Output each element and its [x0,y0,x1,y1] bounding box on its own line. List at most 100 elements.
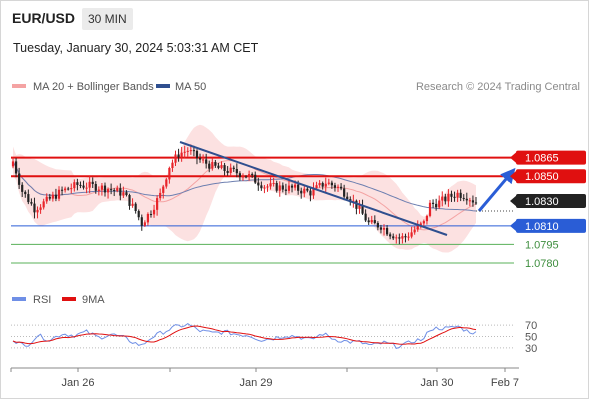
candle-body [73,182,76,189]
candle-body [131,203,134,206]
level-tag-1-0865 [516,150,586,165]
candle-body [146,214,150,223]
candle-body [392,236,395,239]
candle-body [54,194,58,199]
candle-body [79,184,82,186]
candle-body [76,182,79,185]
candle-body [324,183,327,187]
candle-body [24,191,27,195]
candle-body [177,154,180,158]
rsi-legend-label: RSI [33,294,51,306]
current-price-label: 1.0830 [525,196,559,208]
candle-body [471,200,475,203]
candle-body [468,200,471,202]
candle-body [51,194,54,199]
candle-body [303,188,306,194]
candle-body [272,183,275,185]
candle-body [309,190,312,196]
level-label-1-0850: 1.0850 [525,171,559,183]
x-tick-label: Jan 30 [420,377,453,389]
main-legend: MA 20 + Bollinger Bands MA 50 Research ©… [12,81,580,93]
candle-body [401,236,404,239]
candle-body [343,188,346,197]
candle-body [11,161,15,167]
price-levels [11,156,514,264]
candle-body [48,196,51,199]
candle-body [297,184,300,191]
candle-body [346,196,349,200]
candle-body [447,193,450,202]
candle-body [113,189,116,191]
level-tag-1-0850 [516,169,586,184]
candle-body [42,201,45,208]
candle-body [263,187,266,189]
candle-body [444,196,447,202]
x-tick-label: Jan 29 [239,377,272,389]
candle-body [125,192,128,196]
candle-body [416,225,419,230]
bollinger-bands [13,124,476,253]
level-label-1-0795: 1.0795 [525,239,559,251]
candle-body [300,190,303,194]
candle-body [91,181,94,184]
candle-body [189,150,192,152]
candle-body [103,185,107,193]
candle-body [57,189,61,199]
candle-body [257,182,260,186]
candle-body [244,176,248,178]
rsi-ma-legend-swatch [62,297,76,301]
candle-body [122,192,125,196]
candle-body [260,185,263,189]
candle-body [355,200,358,209]
candle-body [36,209,39,213]
rsi-scale-label-30: 30 [525,343,537,355]
candle-body [238,173,242,178]
candle-body [220,165,223,168]
candle-body [395,237,398,239]
candle-body [82,185,85,188]
candle-body [70,188,73,190]
level-tag-pointer [510,219,517,232]
candle-body [321,183,324,187]
candle-body [208,163,211,169]
candle-body [330,182,333,186]
candle-body [205,159,208,164]
candle-body [64,188,67,191]
candle-body [165,179,168,187]
candle-body [315,185,318,189]
candle-body [465,198,468,201]
candle-body [235,169,238,174]
candle-body [223,165,226,171]
candle-body [413,229,416,233]
candle-body [425,215,429,222]
x-tick-label: Feb 7 [491,377,519,389]
candle-body [358,205,361,209]
candle-body [333,185,337,188]
candle-body [438,200,441,208]
rsi-legend: RSI 9MA [12,294,105,306]
level-label-1-0865: 1.0865 [525,153,559,165]
ma50-legend-label: MA 50 [175,81,206,93]
candle-body [269,183,272,187]
timeframe-badge[interactable]: 30 MIN [82,8,133,30]
candle-body [419,223,422,226]
candle-body [30,202,33,204]
candle-body [376,223,379,228]
candle-body [192,150,196,152]
candle-body [275,183,278,191]
candle-body [389,234,392,237]
candle-body [361,205,364,214]
candle-body [85,187,88,189]
candle-body [293,184,297,188]
candle-body [140,217,143,226]
candle-body [106,189,110,193]
candle-body [373,220,376,224]
candle-body [39,207,42,210]
candle-body [254,174,257,183]
candle-body [459,192,462,198]
candle-body [290,185,294,188]
candle-body [14,161,18,174]
candle-body [229,167,232,173]
